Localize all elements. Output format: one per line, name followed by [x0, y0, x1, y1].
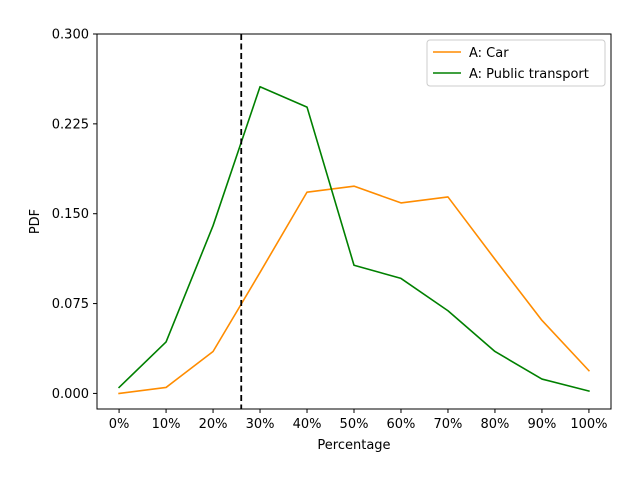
y-tick-label: 0.300 — [52, 28, 89, 43]
legend: A: Car A: Public transport — [426, 39, 606, 87]
legend-box — [426, 39, 606, 87]
x-tick-label: 60% — [387, 417, 416, 432]
x-axis-ticks: 0% 10% 20% 30% 40% 50% 60% 70% 80% 90% 100% — [109, 409, 608, 432]
legend-label: A: Car — [469, 46, 509, 61]
x-tick-label: 40% — [293, 417, 322, 432]
x-tick-label: 100% — [570, 417, 607, 432]
x-tick-label: 50% — [340, 417, 369, 432]
plot-area — [117, 34, 591, 409]
y-axis-ticks: 0.000 0.075 0.150 0.225 0.300 — [52, 28, 97, 402]
y-tick-label: 0.150 — [52, 207, 89, 222]
x-tick-label: 20% — [199, 417, 228, 432]
x-tick-label: 0% — [109, 417, 130, 432]
x-tick-label: 90% — [527, 417, 556, 432]
x-axis-label: Percentage — [317, 438, 390, 453]
y-axis-label: PDF — [28, 209, 43, 234]
x-tick-label: 30% — [246, 417, 275, 432]
x-tick-label: 80% — [480, 417, 509, 432]
x-tick-label: 70% — [434, 417, 463, 432]
series-line-2 — [117, 85, 590, 393]
y-tick-label: 0.000 — [52, 387, 89, 402]
y-tick-label: 0.225 — [52, 117, 89, 132]
axes-frame — [96, 33, 612, 410]
legend-label: A: Public transport — [469, 67, 589, 82]
x-tick-label: 10% — [152, 417, 181, 432]
y-tick-label: 0.075 — [52, 297, 89, 312]
series-line-1 — [118, 185, 591, 395]
